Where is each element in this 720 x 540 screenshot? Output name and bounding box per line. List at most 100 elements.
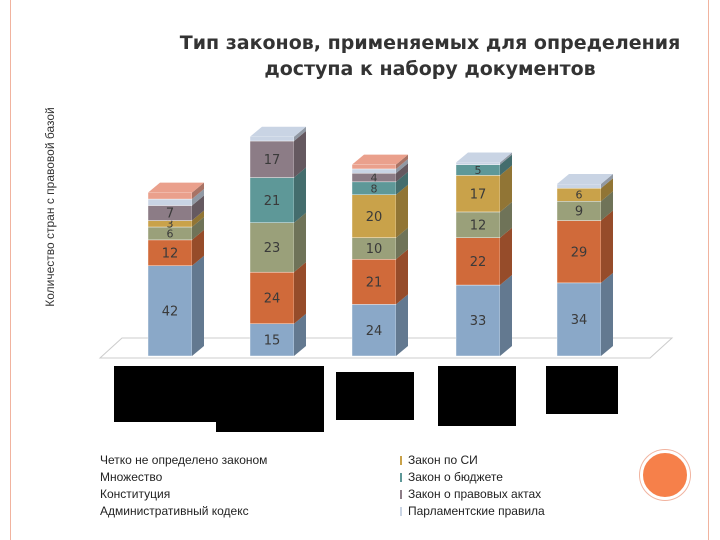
bar-segment-side	[500, 275, 512, 356]
data-label: 5	[475, 164, 482, 177]
bar-segment-side	[192, 217, 204, 240]
bar-segment-side	[294, 212, 306, 273]
bar-segment	[351, 194, 397, 238]
data-label: 22	[470, 255, 487, 270]
bar-segment	[249, 140, 295, 178]
bar-segment-side	[396, 249, 408, 305]
bar-segment	[455, 211, 501, 238]
bar-top-face	[148, 182, 204, 193]
legend-item-label: Закон о бюджете	[408, 470, 503, 484]
legend-item: Конституция	[100, 486, 267, 503]
bar-segment-side	[601, 210, 613, 283]
bar-segment	[351, 164, 397, 170]
legend-swatch	[400, 490, 402, 500]
bar-segment-side	[192, 182, 204, 200]
legend-item: Четко не определено законом	[100, 452, 267, 469]
bar-segment	[249, 177, 295, 223]
bar-segment	[351, 168, 397, 174]
legend-item-label: Административный кодекс	[100, 504, 249, 518]
redacted-category-label-3	[336, 372, 414, 420]
data-label: 9	[575, 205, 583, 220]
legend-swatch	[400, 507, 402, 517]
bars-group: 4212637152423211724211020843322121753429…	[147, 126, 613, 357]
legend-column-right: Закон по СИ Закон о бюджете Закон о прав…	[400, 452, 545, 520]
data-label: 8	[371, 182, 378, 195]
data-label: 33	[470, 314, 487, 329]
bar-segment-side	[396, 163, 408, 182]
legend-item-label: Закон по СИ	[408, 453, 478, 467]
data-label: 17	[264, 153, 281, 168]
data-label: 23	[264, 241, 281, 256]
chart-title-line-1: Тип законов, применяемых для определения	[179, 32, 681, 54]
legend-item: Административный кодекс	[100, 503, 267, 520]
bar-segment	[455, 175, 501, 213]
data-label: 6	[167, 227, 174, 240]
bar-top-face	[352, 154, 408, 165]
data-label: 6	[576, 189, 583, 202]
redacted-category-label-1	[114, 366, 218, 422]
slide-border-right	[708, 0, 709, 540]
legend-item: Закон по СИ	[400, 452, 545, 469]
slide-border-left	[10, 0, 11, 540]
legend-item-label: Четко не определено законом	[100, 453, 268, 467]
bar-segment	[249, 136, 295, 142]
data-label: 24	[366, 324, 383, 339]
bar-segment	[455, 284, 501, 357]
bar-segment-side	[192, 255, 204, 356]
bar-segment-side	[601, 191, 613, 221]
bar-segment-side	[396, 154, 408, 169]
bar-segment	[351, 304, 397, 357]
data-label: 3	[167, 218, 174, 231]
legend-swatch	[400, 473, 402, 483]
bar-segment	[147, 198, 193, 206]
bar-segment	[455, 162, 501, 165]
bar-segment-side	[500, 165, 512, 212]
legend-swatch	[400, 456, 402, 466]
bar-segment-side	[396, 184, 408, 238]
bar-segment	[351, 259, 397, 305]
data-label: 20	[366, 210, 383, 225]
bar-segment	[249, 323, 295, 357]
legend-item: Закон о правовых актах	[400, 486, 545, 503]
legend-item: Парламентские правила	[400, 503, 545, 520]
data-label: 15	[264, 334, 281, 349]
legend-item-label: Конституция	[100, 487, 171, 501]
bar-top-face	[456, 152, 512, 163]
bar-segment-side	[601, 174, 613, 189]
bar-segment-side	[601, 178, 613, 202]
bar-top-face	[557, 174, 613, 184]
data-label: 12	[470, 219, 487, 234]
data-label: 29	[571, 245, 588, 260]
redacted-category-label-2	[216, 366, 324, 432]
bar-segment-side	[294, 313, 306, 356]
bar-segment	[556, 282, 602, 357]
legend-item-label: Множество	[100, 470, 163, 484]
bar-segment-side	[192, 229, 204, 266]
bar-segment	[249, 222, 295, 273]
data-label: 7	[166, 207, 174, 222]
bar-segment	[147, 192, 193, 200]
decorative-circle	[640, 450, 690, 500]
bar-segment	[556, 220, 602, 284]
redacted-category-label-5	[546, 366, 618, 414]
data-label: 4	[371, 172, 378, 185]
bar-segment	[556, 183, 602, 189]
bar-segment-side	[294, 126, 306, 141]
data-label: 21	[264, 194, 281, 209]
bar-segment	[147, 265, 193, 357]
bar-segment-side	[500, 152, 512, 165]
bar-segment-side	[500, 154, 512, 176]
legend-item: Закон о бюджете	[400, 469, 545, 486]
legend-item-label: Парламентские правила	[408, 504, 545, 518]
bar-top-face	[250, 126, 306, 137]
bar-segment-side	[500, 201, 512, 238]
legend-column-left: Четко не определено законом Множество Ко…	[100, 452, 267, 520]
bar-segment-side	[396, 227, 408, 260]
data-label: 10	[366, 242, 383, 257]
bar-segment-side	[294, 167, 306, 223]
bar-segment	[147, 239, 193, 266]
data-label: 24	[264, 292, 281, 307]
bar-segment-side	[500, 227, 512, 286]
chart-title-line-2: доступа к набору документов	[264, 58, 596, 80]
